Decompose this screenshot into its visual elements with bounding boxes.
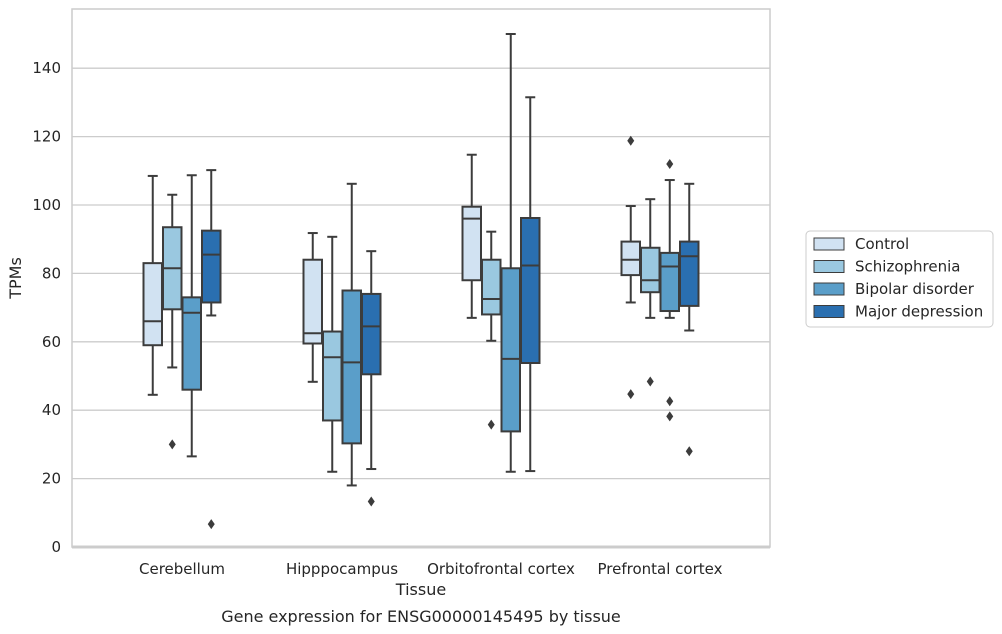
outlier-point bbox=[666, 158, 674, 169]
x-tick-label: Prefrontal cortex bbox=[598, 560, 723, 578]
box-major-depression bbox=[201, 169, 222, 530]
box-schizophrenia bbox=[162, 193, 183, 450]
box-major-depression bbox=[520, 96, 541, 473]
chart-caption: Gene expression for ENSG00000145495 by t… bbox=[221, 607, 621, 626]
y-tick-label: 0 bbox=[51, 538, 61, 556]
y-tick-label: 100 bbox=[32, 196, 61, 214]
legend-label: Bipolar disorder bbox=[855, 280, 975, 298]
y-tick-label: 20 bbox=[42, 470, 61, 488]
legend-label: Major depression bbox=[855, 303, 983, 321]
box-iqr bbox=[361, 292, 382, 376]
outlier-point bbox=[627, 389, 635, 400]
box-iqr bbox=[302, 258, 323, 345]
box-iqr bbox=[142, 262, 163, 347]
outlier-point bbox=[168, 439, 176, 450]
box-iqr bbox=[461, 205, 482, 282]
outlier-point bbox=[685, 446, 693, 457]
legend-swatch bbox=[813, 282, 845, 296]
box-groups bbox=[142, 33, 700, 530]
legend: Control Schizophrenia Bipolar disorder Majo… bbox=[805, 230, 994, 328]
box-major-depression bbox=[679, 182, 700, 457]
box-iqr bbox=[341, 289, 362, 445]
box-control bbox=[620, 135, 641, 400]
box-iqr bbox=[322, 330, 343, 422]
x-tick-label: Hipppocampus bbox=[286, 560, 398, 578]
outlier-point bbox=[646, 376, 654, 387]
x-tick-label: Cerebellum bbox=[139, 560, 225, 578]
outlier-point bbox=[627, 135, 635, 146]
outlier-point bbox=[487, 419, 495, 430]
y-tick-labels: 0 20 40 60 80 100 120 140 bbox=[32, 59, 61, 556]
outlier-point bbox=[367, 496, 375, 507]
box-iqr bbox=[481, 258, 502, 316]
x-tick-labels: Cerebellum Hipppocampus Orbitofrontal cort… bbox=[139, 560, 723, 578]
y-axis-title: TPMs bbox=[6, 257, 25, 300]
legend-swatch bbox=[813, 237, 845, 251]
box-bipolar-disorder bbox=[659, 158, 680, 422]
box-iqr bbox=[181, 296, 202, 391]
box-control bbox=[302, 232, 323, 383]
box-major-depression bbox=[361, 250, 382, 507]
box-iqr bbox=[520, 216, 541, 365]
outlier-point bbox=[207, 519, 215, 530]
box-bipolar-disorder bbox=[181, 174, 202, 458]
box-schizophrenia bbox=[640, 198, 661, 387]
outlier-point bbox=[666, 396, 674, 407]
y-tick-label: 80 bbox=[42, 264, 61, 282]
box-iqr bbox=[620, 240, 641, 277]
box-iqr bbox=[640, 246, 661, 294]
box-control bbox=[142, 174, 163, 396]
legend-swatch bbox=[813, 305, 845, 318]
y-tick-label: 140 bbox=[32, 59, 61, 77]
box-iqr bbox=[500, 267, 521, 433]
x-axis-title: Tissue bbox=[395, 580, 446, 599]
outlier-point bbox=[666, 411, 674, 422]
box-iqr bbox=[659, 251, 680, 313]
box-bipolar-disorder bbox=[341, 182, 362, 487]
legend-label: Schizophrenia bbox=[855, 258, 960, 276]
x-tick-label: Orbitofrontal cortex bbox=[427, 560, 575, 578]
legend-swatch bbox=[813, 260, 845, 273]
y-tick-label: 120 bbox=[32, 128, 61, 146]
y-tick-label: 40 bbox=[42, 401, 61, 419]
legend-frame bbox=[805, 230, 994, 328]
box-bipolar-disorder bbox=[500, 33, 521, 473]
box-iqr bbox=[201, 229, 222, 304]
legend-label: Control bbox=[855, 235, 909, 253]
box-control bbox=[461, 153, 482, 319]
y-tick-label: 60 bbox=[42, 333, 61, 351]
box-schizophrenia bbox=[322, 235, 343, 473]
box-schizophrenia bbox=[481, 230, 502, 430]
box-iqr bbox=[679, 240, 700, 307]
